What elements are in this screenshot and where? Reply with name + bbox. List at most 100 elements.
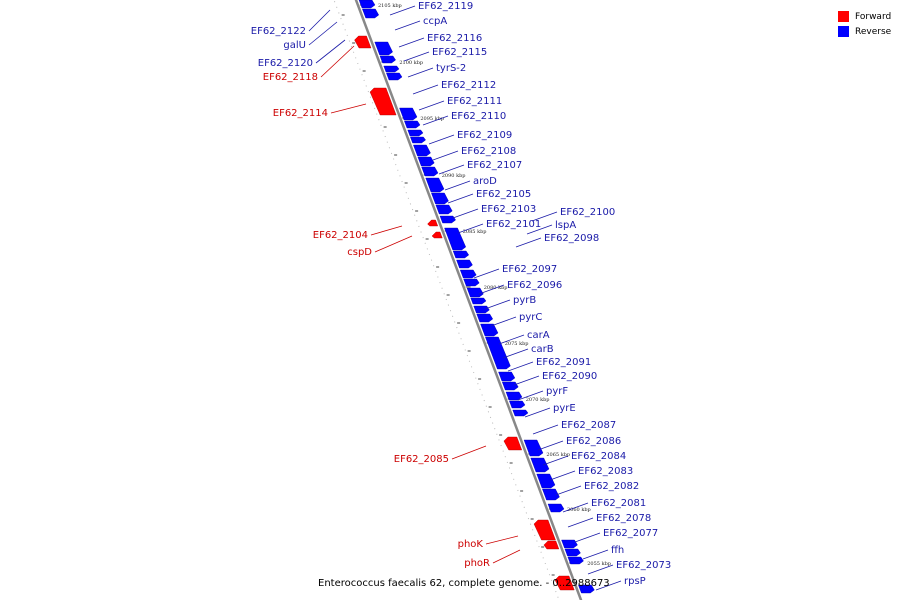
reverse-swatch [838, 26, 849, 37]
callout-line-tyrs-2 [407, 67, 434, 78]
gene-label-ef62-2086: EF62_2086 [566, 436, 621, 447]
callout-line-ef62-2116 [398, 37, 425, 48]
callout-line-cara [498, 334, 525, 345]
forward-gene-feature [431, 231, 443, 239]
reverse-gene-feature [417, 156, 435, 167]
gene-label-ef62-2100: EF62_2100 [560, 207, 615, 218]
reverse-gene-feature [421, 166, 439, 177]
gene-label-rpsp: rpsP [624, 576, 646, 587]
callout-line-ef62-2097 [473, 268, 500, 279]
tick-label: 2105 kbp [378, 3, 402, 9]
gene-labels: EF62_2119 ccpA EF62_2116 EF62_2115 tyrS-2 EF6… [251, 1, 672, 587]
reverse-gene-feature [567, 556, 584, 565]
callout-line-carb [502, 348, 529, 359]
callout-line-ef62-2084 [542, 455, 569, 466]
callout-line-ef62-2120 [315, 39, 346, 64]
tick-label: 2060 kbp [567, 507, 591, 513]
gene-label-ef62-2119: EF62_2119 [418, 1, 473, 12]
gene-label-ef62-2085: EF62_2085 [394, 454, 449, 465]
tick-label: 2095 kbp [420, 116, 444, 122]
callout-line-ef62-2087 [532, 424, 559, 435]
reverse-gene-feature [459, 269, 477, 279]
callout-line-ef62-2107 [438, 164, 465, 175]
gene-label-ef62-2122: EF62_2122 [251, 26, 306, 37]
reverse-gene-feature [358, 0, 376, 9]
callout-line-ef62-2085 [451, 445, 487, 460]
gene-label-ef62-2083: EF62_2083 [578, 466, 633, 477]
gene-features [354, 0, 595, 594]
reverse-gene-feature [435, 204, 453, 215]
gene-label-ef62-2114: EF62_2114 [273, 108, 328, 119]
gene-label-ef62-2110: EF62_2110 [451, 111, 506, 122]
tick-label: 2065 kbp [546, 452, 570, 458]
gene-label-ef62-2084: EF62_2084 [571, 451, 626, 462]
callout-line-ef62-2096 [478, 284, 505, 295]
reverse-gene-feature [383, 65, 400, 73]
reverse-gene-feature [536, 473, 556, 489]
callout-line-ef62-2114 [330, 103, 367, 114]
gene-label-ef62-2078: EF62_2078 [596, 513, 651, 524]
reverse-gene-feature [463, 278, 480, 287]
callout-line-pyrb [484, 299, 511, 310]
reverse-gene-feature [547, 503, 565, 513]
legend-label-reverse: Reverse [855, 26, 892, 37]
callout-line-ef62-2119 [389, 5, 416, 16]
reverse-gene-feature [561, 539, 578, 549]
reverse-gene-feature [476, 313, 494, 323]
gene-label-ef62-2096: EF62_2096 [507, 280, 562, 291]
forward-gene-feature [554, 575, 575, 591]
callout-line-pyrc [490, 316, 517, 327]
callout-line-ef62-2111 [418, 100, 445, 111]
forward-gene-feature [369, 87, 397, 116]
callout-line-ccpa [394, 20, 421, 31]
gene-label-ef62-2120: EF62_2120 [258, 58, 313, 69]
reverse-gene-feature [407, 129, 424, 137]
callout-line-pyrf [517, 390, 544, 401]
callout-line-ef62-2122 [308, 9, 331, 32]
reverse-gene-feature [431, 192, 449, 205]
callout-line-ef62-2100 [531, 211, 558, 222]
gene-label-ef62-2115: EF62_2115 [432, 47, 487, 58]
gene-label-ef62-2077: EF62_2077 [603, 528, 658, 539]
reverse-gene-feature [498, 371, 516, 382]
gene-label-pyrf: pyrF [546, 386, 568, 397]
callout-line-ef62-2083 [549, 470, 576, 481]
callout-line-ef62-2115 [403, 51, 430, 62]
forward-gene-feature [503, 436, 523, 451]
legend-item-reverse: Reverse [838, 24, 891, 39]
gene-label-cspd: cspD [347, 247, 372, 258]
reverse-gene-feature [444, 227, 466, 251]
callout-line-galu [308, 21, 338, 46]
gene-label-ef62-2098: EF62_2098 [544, 233, 599, 244]
reverse-gene-feature [410, 136, 426, 144]
reverse-gene-feature [404, 120, 421, 129]
tick-label: 2090 kbp [442, 173, 466, 179]
tick-label: 2100 kbp [399, 60, 423, 66]
gene-label-ef62-2082: EF62_2082 [584, 481, 639, 492]
gene-label-ef62-2109: EF62_2109 [457, 130, 512, 141]
reverse-gene-feature [439, 215, 456, 224]
forward-gene-feature [533, 519, 556, 541]
genome-caption: Enterococcus faecalis 62, complete genom… [318, 578, 610, 589]
callout-line-ef62-2112 [412, 84, 439, 95]
gene-label-lspa: lspA [555, 220, 576, 231]
gene-label-ccpa: ccpA [423, 16, 447, 27]
callout-line-ef62-2101 [457, 223, 484, 234]
tick-label: 2075 kbp [505, 341, 529, 347]
callout-line-pyre [524, 407, 551, 418]
callout-line-arod [444, 180, 471, 191]
gene-label-ef62-2111: EF62_2111 [447, 96, 502, 107]
reverse-gene-feature [501, 381, 519, 391]
gene-label-phok: phoK [458, 539, 484, 550]
callout-line-rpsp [595, 580, 622, 591]
callout-line-ef62-2108 [432, 150, 459, 161]
callout-line-ef62-2081 [562, 502, 589, 513]
gene-label-tyrs-2: tyrS-2 [436, 63, 466, 74]
tick-label: 2085 kbp [463, 229, 487, 235]
reverse-gene-feature [564, 548, 581, 557]
reverse-gene-feature [374, 41, 393, 56]
reverse-gene-feature [470, 297, 487, 305]
gene-label-ef62-2107: EF62_2107 [467, 160, 522, 171]
callout-line-lspa [526, 224, 553, 235]
reverse-gene-feature [523, 439, 544, 457]
